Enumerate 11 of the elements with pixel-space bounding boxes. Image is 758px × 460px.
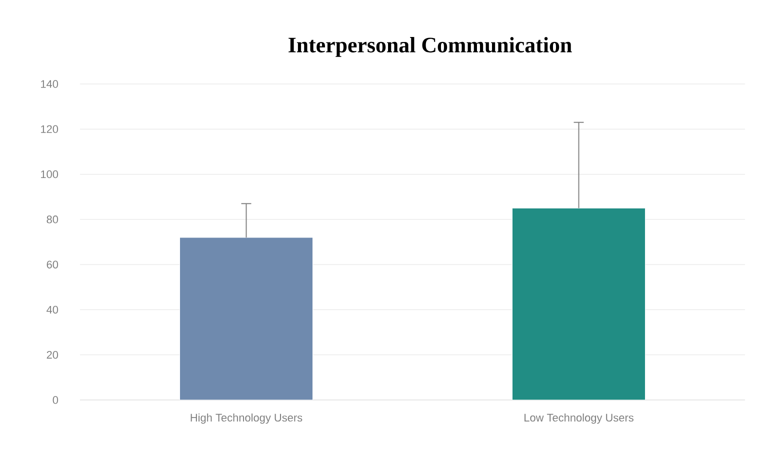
y-tick-label: 140 [41, 80, 58, 88]
y-tick-label: 100 [41, 170, 58, 178]
y-tick-label: 120 [41, 125, 58, 134]
x-tick-label: High Technology Users [190, 414, 302, 424]
y-tick-label: 80 [46, 216, 58, 224]
y-tick-label: 0 [52, 396, 58, 404]
x-tick-label: Low Technology Users [524, 414, 634, 424]
y-tick-label: 40 [46, 306, 58, 314]
y-tick-label: 20 [46, 350, 58, 359]
chart-title: Interpersonal Communication [288, 37, 572, 57]
y-tick-label: 60 [46, 260, 58, 268]
